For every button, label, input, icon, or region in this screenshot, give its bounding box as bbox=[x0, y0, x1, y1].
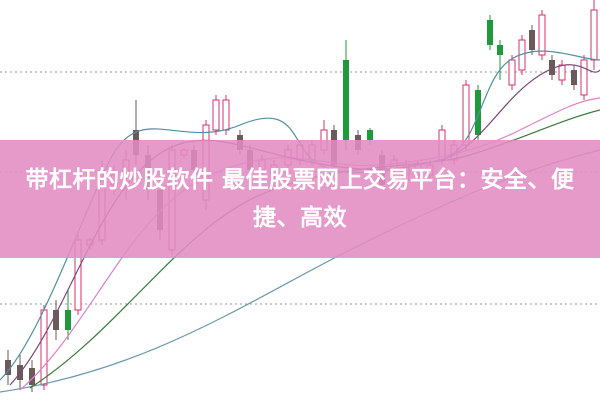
candle-body bbox=[508, 59, 516, 86]
candle-body bbox=[222, 99, 230, 131]
candle-body bbox=[212, 99, 220, 131]
candle-body bbox=[571, 70, 577, 85]
candle-body bbox=[40, 309, 48, 386]
candle-body bbox=[580, 59, 588, 96]
candle-body bbox=[558, 64, 566, 81]
candle-body bbox=[5, 360, 11, 375]
title-banner: 带杠杆的炒股软件 最佳股票网上交易平台：安全、便捷、高效 bbox=[0, 140, 600, 258]
candle-body bbox=[343, 60, 349, 140]
candle-body bbox=[65, 310, 71, 330]
candle-body bbox=[590, 9, 598, 61]
candle-body bbox=[538, 14, 546, 56]
candle-body bbox=[475, 90, 481, 135]
candle-body bbox=[497, 45, 503, 55]
candle-body bbox=[29, 368, 35, 385]
candle-body bbox=[487, 20, 493, 45]
candle-body bbox=[549, 60, 555, 75]
candle-body bbox=[529, 30, 535, 50]
candle-body bbox=[53, 310, 59, 330]
article-title: 带杠杆的炒股软件 最佳股票网上交易平台：安全、便捷、高效 bbox=[25, 167, 575, 231]
candle-body bbox=[367, 130, 373, 140]
